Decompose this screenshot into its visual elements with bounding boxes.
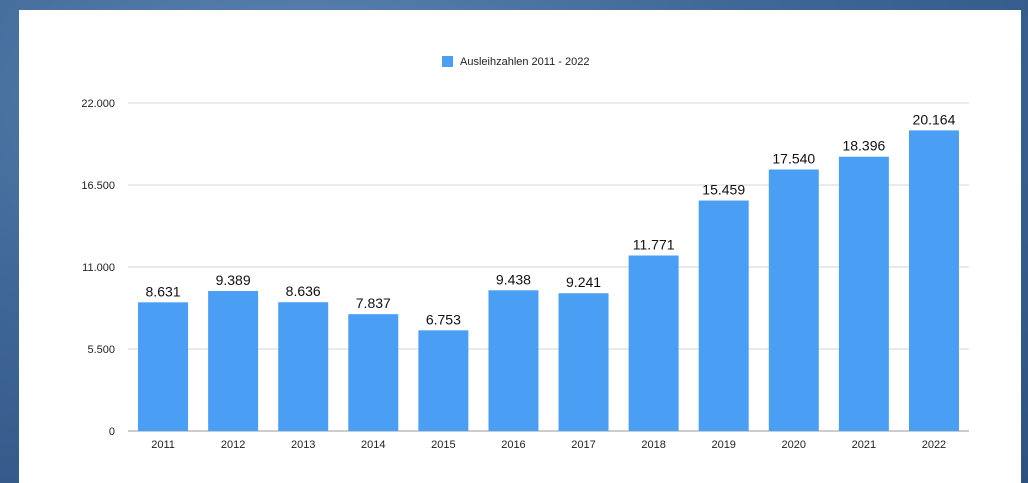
x-tick-label-2012: 2012: [221, 439, 245, 451]
x-tick-label-2016: 2016: [501, 439, 525, 451]
data-label-2014: 7.837: [356, 295, 391, 311]
legend-label: Ausleihzahlen 2011 - 2022: [460, 56, 589, 68]
x-tick-label-2021: 2021: [852, 439, 876, 451]
bar-2012: [208, 291, 259, 431]
x-tick-label-2020: 2020: [782, 439, 806, 451]
bar-2013: [278, 302, 329, 431]
y-tick-label: 11.000: [82, 262, 115, 274]
x-tick-label-2011: 2011: [151, 439, 175, 451]
x-tick-label-2015: 2015: [431, 439, 455, 451]
bar-2016: [488, 290, 539, 431]
bar-2015: [418, 330, 469, 431]
bar-chart: 0 5.500 11.000 16.500 22.000 8.631 9.389 8.636…: [81, 56, 969, 451]
data-label-2013: 8.636: [286, 283, 321, 299]
data-label-2012: 9.389: [216, 272, 251, 288]
data-label-2016: 9.438: [496, 271, 531, 287]
data-label-2015: 6.753: [426, 311, 461, 327]
bar-2011: [138, 302, 189, 431]
bar-2018: [628, 255, 679, 431]
data-label-2021: 18.396: [842, 138, 885, 154]
chart-panel: 0 5.500 11.000 16.500 22.000 8.631 9.389 8.636…: [19, 10, 1021, 483]
data-label-2020: 17.540: [772, 150, 815, 166]
x-tick-label-2017: 2017: [571, 439, 595, 451]
bar-2017: [558, 293, 609, 431]
y-tick-label: 22.000: [81, 98, 115, 110]
y-tick-label: 5.500: [87, 344, 115, 356]
data-label-2017: 9.241: [566, 274, 601, 290]
data-label-2011: 8.631: [146, 283, 181, 299]
data-label-2018: 11.771: [633, 237, 675, 253]
legend-swatch: [442, 56, 453, 67]
x-tick-label-2019: 2019: [711, 439, 735, 451]
bar-2020: [768, 169, 819, 431]
data-label-2022: 20.164: [913, 111, 956, 127]
x-tick-label-2018: 2018: [641, 439, 665, 451]
bar-2014: [348, 314, 399, 431]
bar-2021: [838, 156, 889, 431]
data-label-2019: 15.459: [702, 182, 745, 198]
x-tick-label-2022: 2022: [922, 439, 946, 451]
bar-2022: [908, 130, 959, 431]
x-tick-label-2014: 2014: [361, 439, 385, 451]
legend: Ausleihzahlen 2011 - 2022: [442, 56, 589, 68]
y-tick-label: 16.500: [81, 180, 115, 192]
x-tick-label-2013: 2013: [291, 439, 315, 451]
y-tick-label: 0: [109, 426, 115, 438]
bar-2019: [698, 200, 749, 431]
